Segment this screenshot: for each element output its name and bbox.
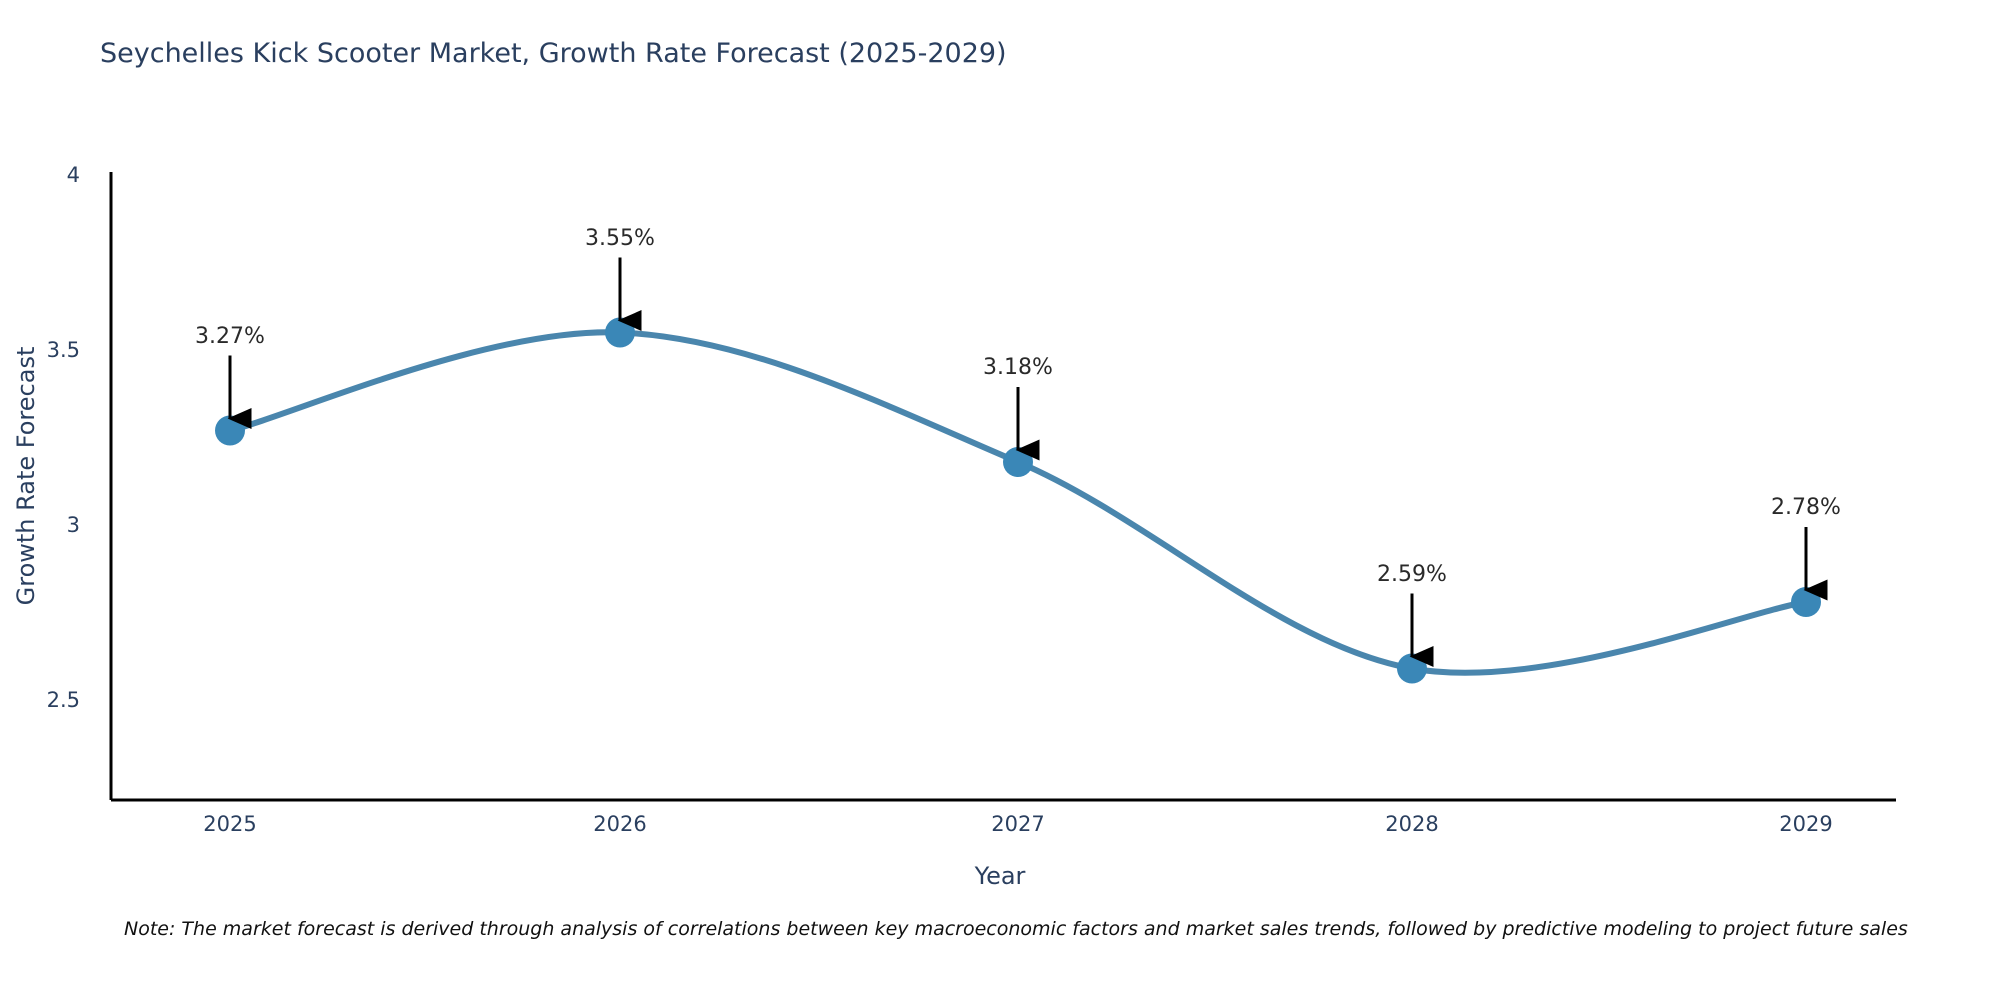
x-tick-label: 2029 bbox=[1779, 812, 1833, 836]
data-point-marker[interactable] bbox=[1791, 587, 1821, 617]
annotation-arrows bbox=[227, 257, 1828, 667]
data-point-label: 3.55% bbox=[585, 225, 655, 251]
x-tick-label: 2025 bbox=[203, 812, 257, 836]
data-point-label: 3.27% bbox=[195, 323, 265, 349]
data-point-marker[interactable] bbox=[1397, 653, 1427, 684]
data-point-marker[interactable] bbox=[215, 415, 245, 446]
x-tick-label: 2026 bbox=[593, 812, 647, 836]
data-point-label: 3.18% bbox=[983, 355, 1053, 380]
y-tick-label: 3 bbox=[66, 513, 80, 537]
y-tick-label: 4 bbox=[66, 163, 80, 187]
y-tick-label: 2.5 bbox=[46, 688, 80, 712]
data-point-label: 2.59% bbox=[1377, 561, 1447, 587]
y-tick-label: 3.5 bbox=[46, 338, 80, 362]
y-axis-tick-labels: 4 3.5 3 2.5 bbox=[0, 0, 80, 1000]
data-point-marker[interactable] bbox=[1003, 447, 1033, 477]
x-tick-label: 2027 bbox=[991, 812, 1045, 836]
x-axis-title: Year bbox=[974, 862, 1026, 890]
data-point-marker[interactable] bbox=[605, 317, 635, 348]
x-tick-label: 2028 bbox=[1385, 812, 1439, 836]
data-point-label: 2.78% bbox=[1771, 495, 1841, 520]
data-series-line bbox=[227, 329, 1809, 676]
chart-footnote: Note: The market forecast is derived thr… bbox=[124, 918, 1908, 940]
chart-title: Seychelles Kick Scooter Market, Growth R… bbox=[100, 38, 1007, 69]
